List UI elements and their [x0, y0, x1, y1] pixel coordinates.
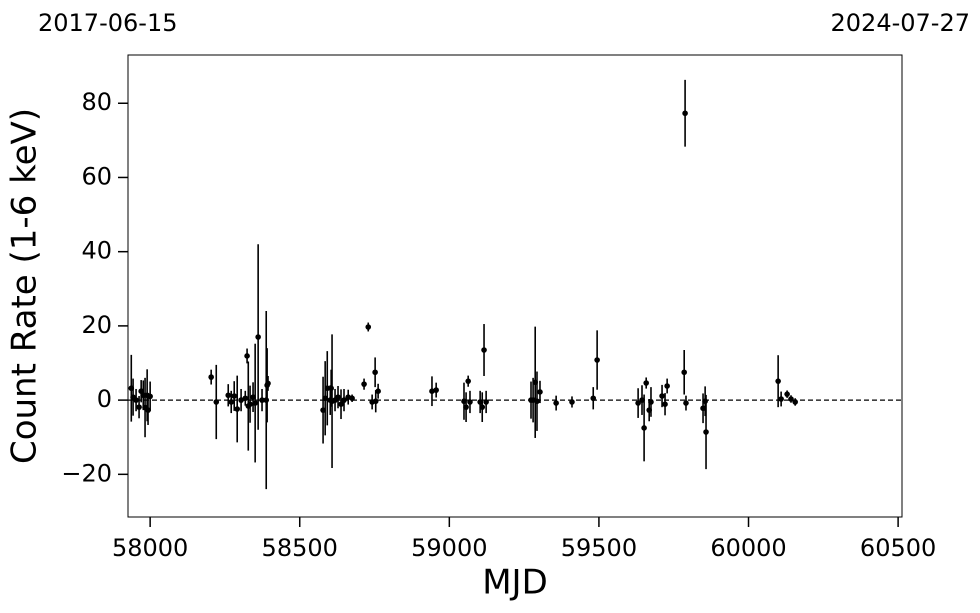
data-point	[133, 397, 139, 403]
x-tick-label: 60000	[710, 534, 786, 562]
x-tick-label: 58000	[112, 534, 188, 562]
y-tick-label: −20	[61, 459, 112, 487]
data-point	[481, 347, 487, 353]
data-point	[465, 378, 471, 384]
data-point	[255, 334, 261, 340]
data-point	[242, 395, 249, 402]
data-point	[681, 369, 687, 376]
y-tick-label: 40	[81, 237, 112, 265]
y-tick-label: 60	[81, 162, 112, 190]
data-point	[338, 401, 344, 407]
data-point	[208, 374, 214, 380]
data-point	[228, 399, 235, 405]
data-point	[641, 425, 647, 431]
data-point	[635, 400, 641, 406]
y-tick-label: 0	[97, 385, 112, 413]
data-point	[664, 383, 670, 389]
data-point	[252, 400, 258, 406]
data-point	[553, 400, 559, 406]
x-tick-label: 58500	[262, 534, 338, 562]
y-tick-label: 80	[81, 88, 112, 116]
data-point	[225, 392, 232, 399]
x-tick-label: 59000	[411, 534, 487, 562]
start-date: 2017-06-15	[38, 9, 177, 37]
data-point	[788, 396, 794, 402]
x-tick-label: 59500	[561, 534, 637, 562]
y-axis-label: Count Rate (1-6 keV)	[5, 108, 45, 464]
x-axis-label: MJD	[482, 563, 548, 603]
data-point	[263, 397, 270, 403]
data-point	[778, 396, 784, 402]
data-point	[702, 398, 708, 405]
data-point	[361, 381, 367, 387]
data-point	[372, 369, 378, 376]
data-point	[147, 393, 153, 400]
plot-frame	[127, 54, 903, 518]
data-point	[365, 324, 372, 330]
data-point	[467, 399, 473, 405]
data-point	[463, 404, 469, 410]
data-point	[682, 110, 688, 117]
data-point	[659, 393, 665, 399]
data-point	[324, 385, 331, 392]
data-point	[479, 404, 486, 410]
data-point	[643, 380, 649, 386]
data-point	[648, 399, 654, 405]
data-point	[683, 400, 689, 406]
data-point	[594, 357, 600, 363]
data-point	[259, 397, 265, 403]
data-point	[483, 399, 489, 405]
data-point	[433, 387, 439, 393]
data-point	[429, 388, 435, 395]
data-point	[238, 397, 244, 403]
end-date: 2024-07-27	[831, 9, 970, 37]
y-tick-label: 20	[81, 311, 112, 339]
x-tick-label: 60500	[860, 534, 936, 562]
data-point	[569, 399, 575, 405]
data-point	[590, 395, 597, 402]
data-point	[335, 394, 341, 400]
data-point	[792, 399, 798, 405]
data-point	[244, 353, 250, 359]
data-point	[703, 429, 709, 435]
data-point	[784, 391, 790, 397]
data-point	[328, 385, 334, 392]
data-point	[341, 397, 347, 403]
data-point	[534, 398, 540, 405]
data-point	[136, 404, 142, 410]
data-point	[537, 389, 543, 395]
data-point	[265, 380, 271, 387]
data-point	[662, 401, 668, 407]
data-point	[775, 378, 781, 384]
data-point	[372, 398, 379, 405]
data-point	[234, 406, 241, 412]
data-point	[213, 399, 220, 405]
data-point	[247, 401, 253, 407]
data-point	[231, 393, 238, 399]
data-point	[349, 395, 355, 402]
data-point	[375, 388, 381, 395]
